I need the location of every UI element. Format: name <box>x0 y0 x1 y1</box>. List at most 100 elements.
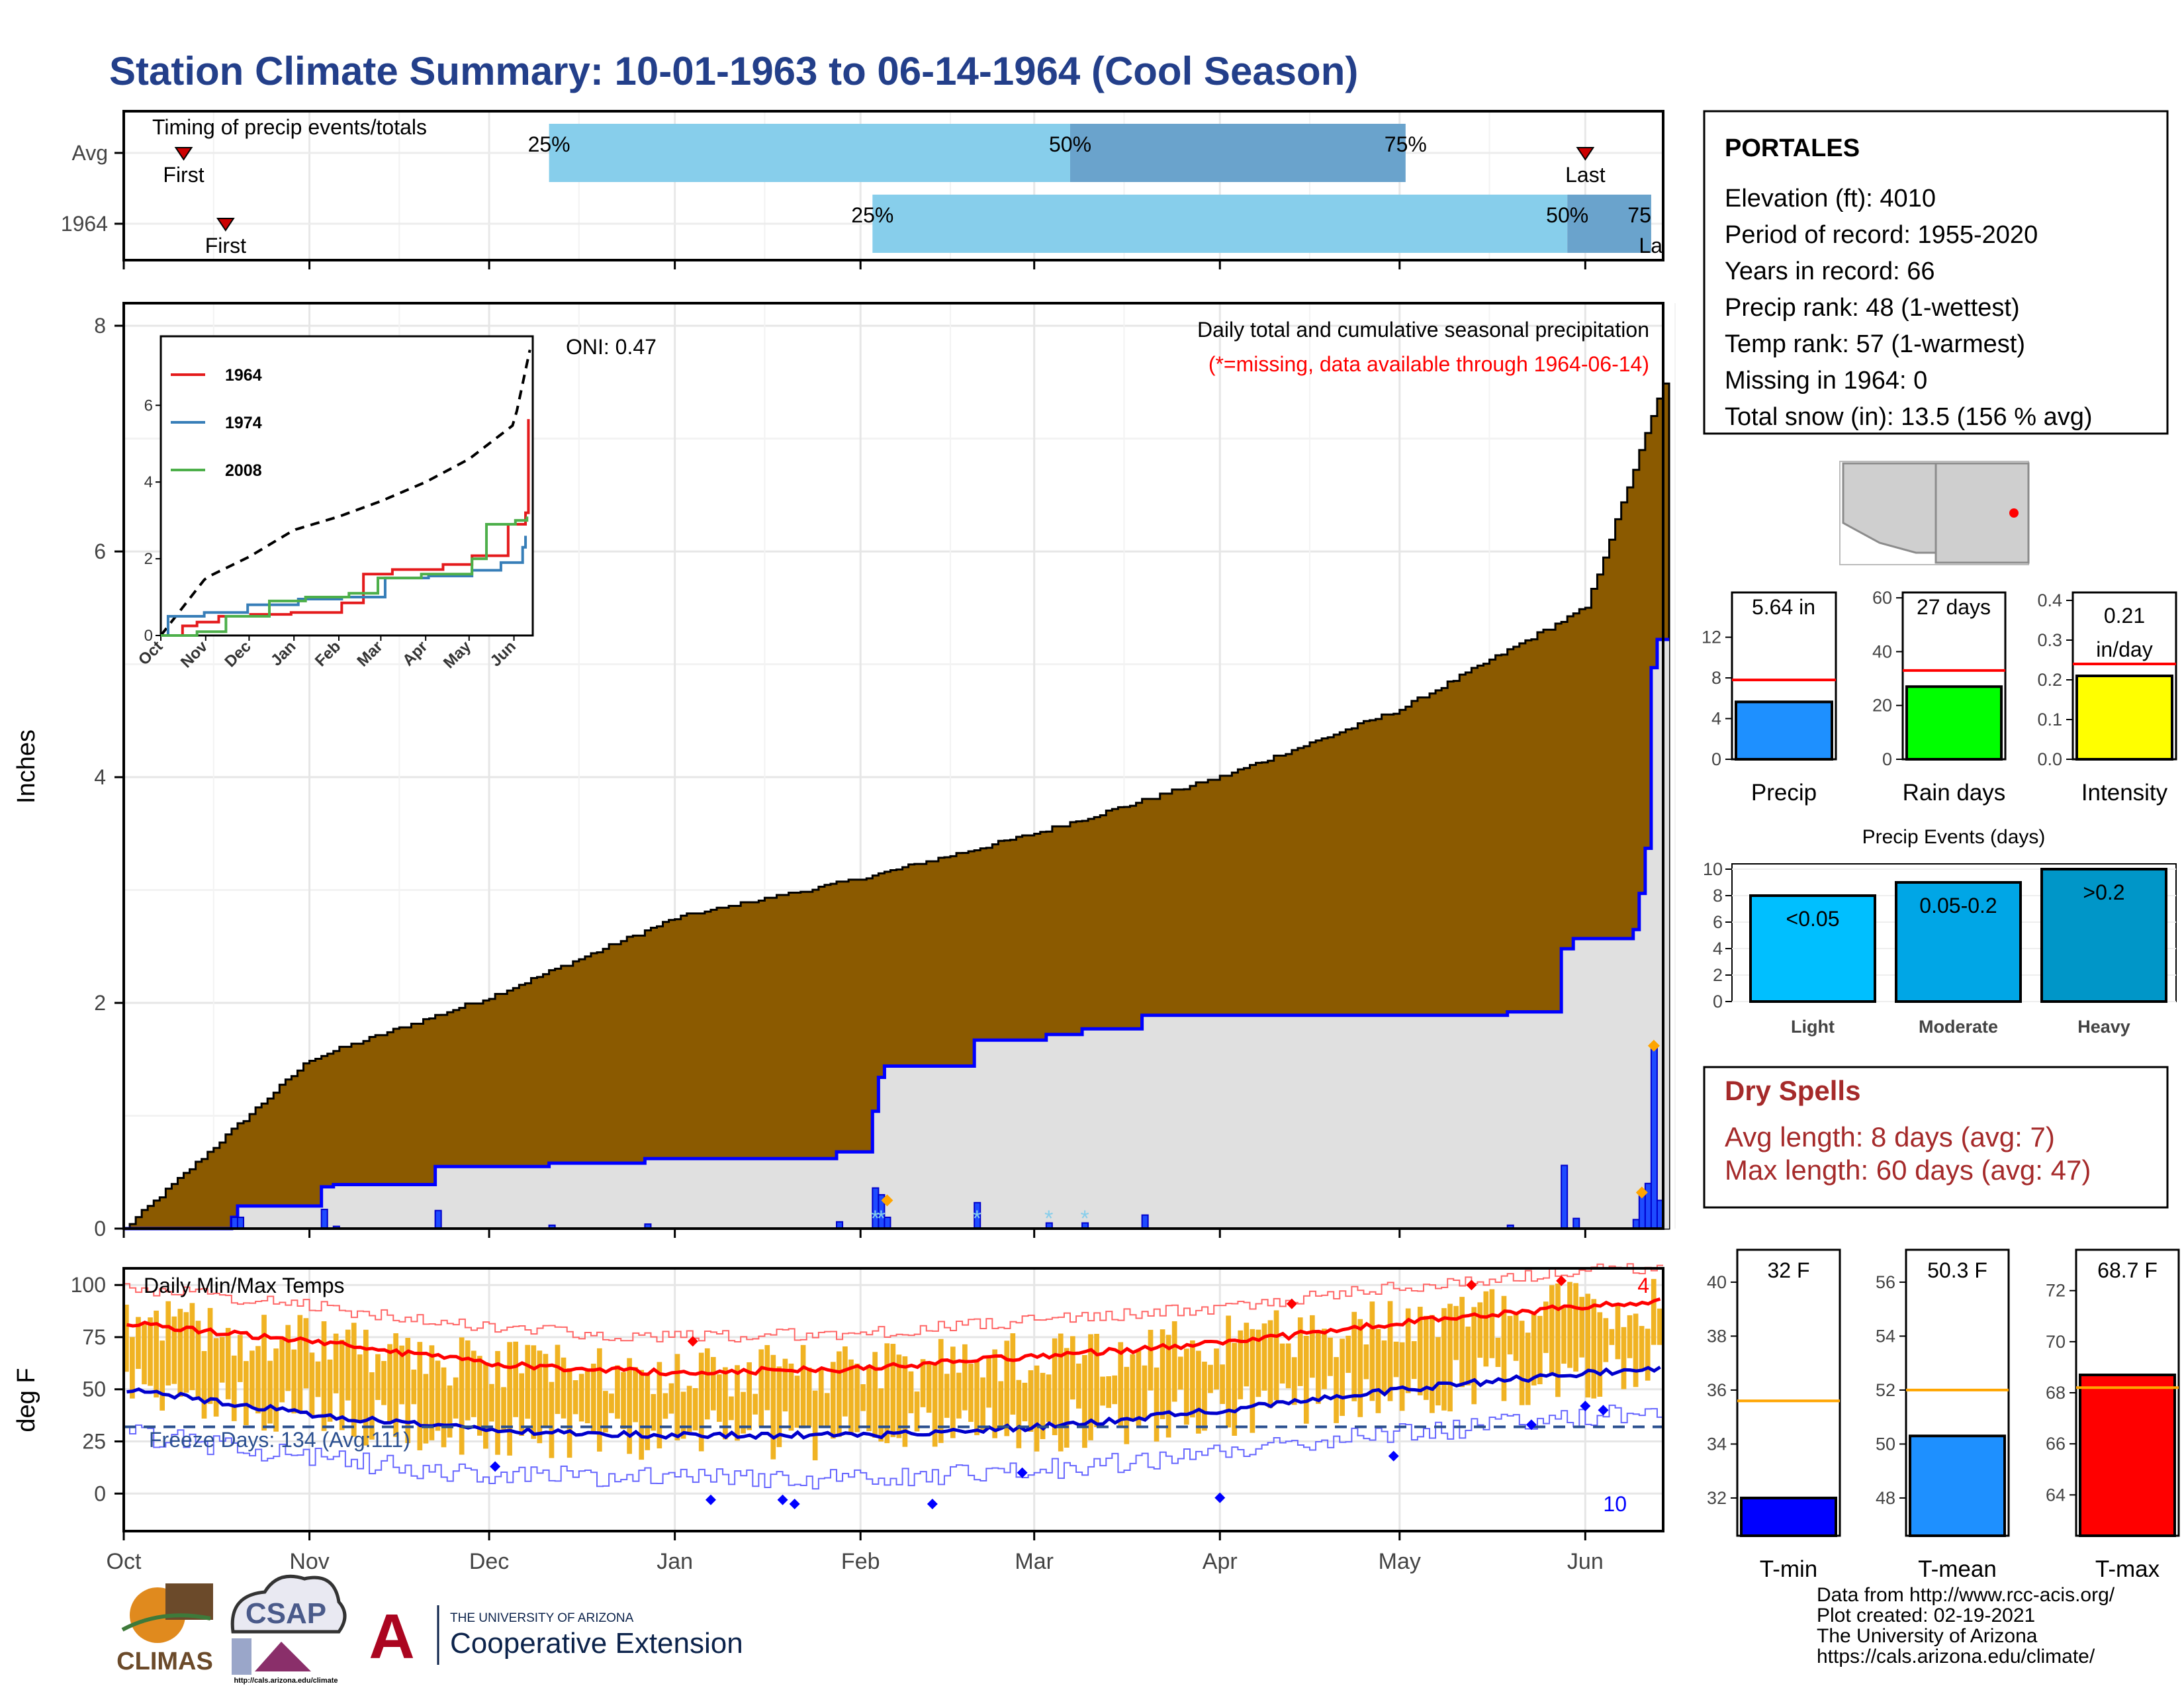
daily-precip-bar <box>1561 1164 1569 1230</box>
daily-temp-bar <box>201 1350 207 1419</box>
dry-spells-avg: Avg length: 8 days (avg: 7) <box>1725 1121 2055 1152</box>
event-category-label: Heavy <box>2077 1017 2130 1037</box>
timing-bar-25-50 <box>549 124 1070 182</box>
daily-temp-bar <box>393 1333 398 1437</box>
value-text: 50.3 F <box>1927 1258 1987 1282</box>
daily-precip-bar <box>1650 1047 1658 1229</box>
last-event-label: Last <box>1565 163 1606 187</box>
timing-label-75: 75 <box>1627 203 1651 227</box>
precip-events-panel: Precip Events (days) 0 2 4 6 8 10 <0.05 Light 0.0… <box>1703 826 2177 1037</box>
record-low-marker <box>1017 1467 1028 1478</box>
oni-label: ONI: 0.47 <box>566 335 657 359</box>
daily-temp-bar <box>1279 1343 1285 1384</box>
daily-temp-bar <box>1100 1376 1105 1406</box>
record-high-marker <box>1286 1298 1297 1309</box>
daily-temp-bar <box>860 1384 866 1411</box>
daily-temp-bar <box>1435 1336 1441 1406</box>
temp-ytick-label: 0 <box>94 1481 106 1505</box>
daily-temp-bar <box>1340 1338 1345 1416</box>
daily-temp-bar <box>375 1354 381 1400</box>
small-ytick-label: 54 <box>1876 1326 1895 1346</box>
record-low-count: 10 <box>1603 1492 1627 1516</box>
daily-temp-bar <box>1124 1366 1130 1444</box>
daily-temp-bar <box>297 1315 303 1414</box>
daily-temp-bar <box>896 1354 902 1438</box>
month-label: Feb <box>841 1549 880 1574</box>
daily-temp-bar <box>1214 1348 1219 1390</box>
small-ytick-label: 0.1 <box>2037 710 2062 729</box>
small-ytick-label: 12 <box>1702 628 1721 647</box>
daily-temp-bar <box>1076 1363 1081 1409</box>
average-min-line <box>126 1366 1661 1440</box>
month-label: Oct <box>107 1549 142 1574</box>
small-ytick-label: 4 <box>1711 709 1721 729</box>
timing-panel-border <box>122 110 1664 261</box>
daily-temp-bar <box>1208 1364 1213 1393</box>
daily-temp-bar <box>1052 1338 1058 1436</box>
daily-temp-bar <box>447 1385 453 1438</box>
ua-logo-small-text: THE UNIVERSITY OF ARIZONA <box>450 1611 634 1625</box>
daily-temp-bar <box>1477 1302 1483 1358</box>
daily-temp-bar <box>1501 1295 1507 1401</box>
timing-panel: 25% 50% 75% First Last Avg 25% 50% 75 First La 1964… <box>61 110 1664 269</box>
daily-temp-bar <box>1202 1362 1207 1431</box>
timing-label-25: 25% <box>528 132 570 156</box>
daily-temp-bar <box>255 1346 261 1414</box>
value-text: 27 days <box>1917 595 1991 619</box>
month-label: Apr <box>1203 1549 1238 1574</box>
value-bar <box>1740 1496 1837 1537</box>
daily-temp-bar <box>471 1350 477 1417</box>
daily-temp-bar <box>555 1344 561 1415</box>
record-high-line <box>124 1263 1663 1342</box>
footer-line: https://cals.arizona.edu/climate/ <box>1817 1646 2095 1667</box>
daily-temp-bar <box>1016 1380 1022 1448</box>
timing-row-label: 1964 <box>61 212 108 236</box>
daily-temp-bar <box>549 1382 555 1458</box>
daily-temp-bar <box>1369 1301 1375 1401</box>
daily-temp-bar <box>1621 1327 1627 1389</box>
daily-temp-bar <box>537 1350 543 1444</box>
daily-temp-bar <box>621 1372 626 1429</box>
value-bar <box>2075 675 2173 761</box>
month-label: Jan <box>657 1549 693 1574</box>
daily-temp-bar <box>914 1391 920 1432</box>
precip-ytick-label: 8 <box>94 314 106 338</box>
temp-t-mean-panel: 48 50 52 54 56 T-mean 50.3 F <box>1876 1248 2010 1582</box>
daily-temp-bar <box>501 1387 506 1430</box>
month-label: Jun <box>1567 1549 1604 1574</box>
daily-precip-bar <box>1632 1219 1640 1229</box>
daily-temp-bar <box>435 1360 441 1431</box>
daily-temp-bar <box>837 1351 842 1437</box>
daily-temp-bar <box>1597 1312 1603 1397</box>
intensity-panel: 0.0 0.1 0.2 0.3 0.4 Intensity 0.21 in/day <box>2037 590 2177 806</box>
events-ytick-label: 4 <box>1713 939 1723 959</box>
daily-temp-bar <box>1183 1348 1189 1425</box>
small-ytick-label: 48 <box>1876 1488 1895 1508</box>
inset-box <box>159 335 534 637</box>
daily-temp-bar <box>932 1364 938 1447</box>
events-ytick-label: 2 <box>1713 965 1723 985</box>
small-ytick-label: 72 <box>2046 1281 2066 1301</box>
month-label: May <box>1379 1549 1421 1574</box>
daily-temp-bar <box>525 1344 531 1419</box>
daily-precip-bar <box>1141 1214 1149 1230</box>
ua-logo-letter: A <box>369 1601 414 1672</box>
daily-temp-bar <box>968 1364 974 1422</box>
month-label: Nov <box>289 1549 329 1574</box>
snow-marker: * <box>1044 1206 1053 1231</box>
daily-temp-bar <box>890 1344 896 1438</box>
daily-precip-bar <box>1572 1217 1580 1230</box>
freeze-days-label: Freeze Days: 134 (Avg:111) <box>149 1428 410 1452</box>
small-panel-label: T-min <box>1760 1556 1818 1582</box>
daily-temp-bar <box>1190 1340 1195 1418</box>
ua-logo-big-text: Cooperative Extension <box>450 1627 743 1660</box>
daily-temp-bar <box>453 1377 459 1419</box>
daily-temp-bar <box>1507 1315 1513 1355</box>
daily-temp-bar <box>752 1393 758 1415</box>
cumulative-1964-area <box>124 639 1670 1229</box>
daily-temp-bar <box>717 1374 722 1422</box>
daily-temp-bar <box>165 1301 171 1386</box>
daily-temp-bar <box>339 1339 345 1430</box>
daily-temp-bar <box>735 1365 740 1441</box>
locator-map <box>1839 461 2030 565</box>
